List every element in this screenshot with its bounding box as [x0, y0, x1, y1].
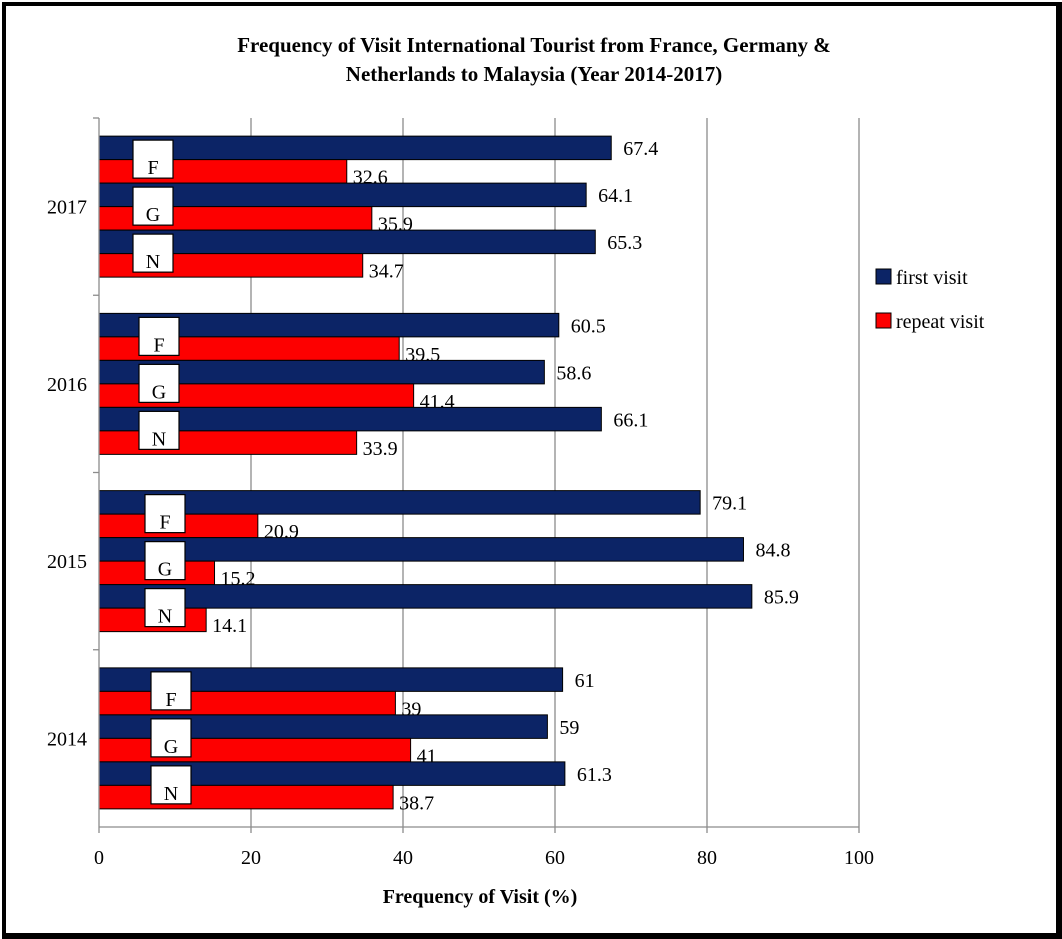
data-label-repeat-visit: 33.9: [363, 438, 398, 460]
country-badge: [144, 588, 186, 628]
x-tick-label: 40: [393, 847, 413, 869]
country-badge: [150, 671, 192, 711]
bar-first-visit: [98, 537, 744, 562]
country-code-label: N: [158, 606, 172, 628]
country-code-label: F: [159, 512, 170, 534]
data-label-repeat-visit: 14.1: [212, 615, 247, 637]
bars: 67.432.6F64.135.9G65.334.7N60.539.5F58.6…: [98, 135, 799, 814]
country-code-label: F: [153, 334, 164, 356]
chart-title-line-1: Frequency of Visit International Tourist…: [237, 33, 831, 57]
country-badge: [150, 765, 192, 805]
bar-first-visit: [98, 490, 701, 515]
y-tick-label: 2014: [47, 728, 87, 750]
legend-swatch: [875, 268, 892, 285]
country-code-label: G: [158, 559, 172, 581]
data-label-first-visit: 64.1: [598, 185, 633, 207]
country-badge: [138, 316, 180, 356]
country-badge: [132, 186, 174, 226]
bar-repeat-visit: [98, 690, 396, 716]
country-badge: [132, 233, 174, 273]
data-label-first-visit: 67.4: [623, 138, 658, 160]
data-label-first-visit: 66.1: [613, 409, 648, 431]
y-tick-label: 2017: [47, 197, 87, 219]
country-badge: [138, 410, 180, 450]
bar-repeat-visit: [98, 737, 412, 763]
x-tick-label: 100: [844, 847, 874, 869]
country-code-label: N: [146, 251, 160, 273]
country-badge: [144, 541, 186, 581]
axes: 0 20 40 60 80 100 2017 2016 2015 2014: [47, 117, 874, 869]
data-label-first-visit: 61: [575, 670, 595, 692]
legend: first visit repeat visit: [875, 267, 985, 333]
x-tick-label: 20: [241, 847, 261, 869]
data-label-repeat-visit: 38.7: [399, 792, 434, 814]
country-code-label: G: [164, 736, 178, 758]
country-badge: [150, 718, 192, 758]
bar-first-visit: [98, 584, 753, 609]
country-code-label: G: [146, 204, 160, 226]
bar-first-visit: [98, 135, 612, 161]
data-label-first-visit: 60.5: [571, 315, 606, 337]
legend-label: repeat visit: [896, 311, 985, 333]
legend-swatch: [875, 312, 892, 329]
data-label-first-visit: 58.6: [556, 362, 591, 384]
country-code-label: N: [152, 428, 166, 450]
data-label-repeat-visit: 34.7: [369, 261, 404, 283]
data-label-first-visit: 65.3: [607, 232, 642, 254]
country-code-label: F: [147, 157, 158, 179]
x-tick-label: 80: [697, 847, 717, 869]
chart-title-line-2: Netherlands to Malaysia (Year 2014-2017): [346, 62, 722, 86]
x-tick-label: 60: [545, 847, 565, 869]
bar-repeat-visit: [98, 784, 394, 810]
country-badge: [132, 139, 174, 179]
data-label-first-visit: 84.8: [755, 540, 790, 562]
country-badge: [138, 363, 180, 403]
data-label-first-visit: 79.1: [712, 493, 747, 515]
data-label-first-visit: 85.9: [764, 587, 799, 609]
x-tick-label: 0: [94, 847, 104, 869]
country-badge: [144, 494, 186, 534]
country-code-label: G: [152, 381, 166, 403]
y-tick-label: 2015: [47, 551, 87, 573]
data-label-first-visit: 59: [559, 717, 579, 739]
bar-repeat-visit: [98, 430, 358, 455]
country-code-label: N: [164, 783, 178, 805]
legend-label: first visit: [896, 267, 968, 289]
y-tick-label: 2016: [47, 374, 87, 396]
x-axis-label: Frequency of Visit (%): [383, 886, 578, 908]
country-code-label: F: [165, 689, 176, 711]
data-label-first-visit: 61.3: [577, 764, 612, 786]
